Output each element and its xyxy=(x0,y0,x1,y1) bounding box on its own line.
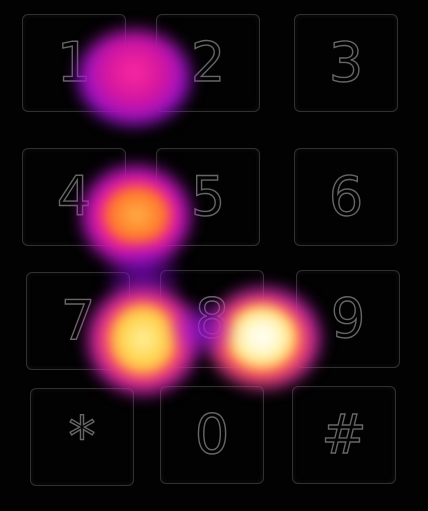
key-8-label: 8 xyxy=(194,287,230,350)
key-1: 1 xyxy=(22,14,126,112)
key-6-label: 6 xyxy=(328,165,364,228)
key-2-label: 2 xyxy=(190,31,226,94)
key-9: 9 xyxy=(296,270,400,368)
key-0: 0 xyxy=(160,386,264,484)
key-hash: # xyxy=(292,386,396,484)
key-9-label: 9 xyxy=(330,287,366,350)
key-6: 6 xyxy=(294,148,398,246)
key-7: 7 xyxy=(26,272,130,370)
key-star: * xyxy=(30,388,134,486)
key-1-label: 1 xyxy=(56,31,92,94)
key-3-label: 3 xyxy=(328,31,364,94)
key-7-label: 7 xyxy=(60,289,96,352)
key-star-label: * xyxy=(68,405,96,468)
key-4-label: 4 xyxy=(56,165,92,228)
key-5-label: 5 xyxy=(190,165,226,228)
key-8: 8 xyxy=(160,270,264,368)
key-5: 5 xyxy=(156,148,260,246)
key-2: 2 xyxy=(156,14,260,112)
key-hash-label: # xyxy=(321,403,368,466)
key-4: 4 xyxy=(22,148,126,246)
key-3: 3 xyxy=(294,14,398,112)
key-0-label: 0 xyxy=(194,403,230,466)
